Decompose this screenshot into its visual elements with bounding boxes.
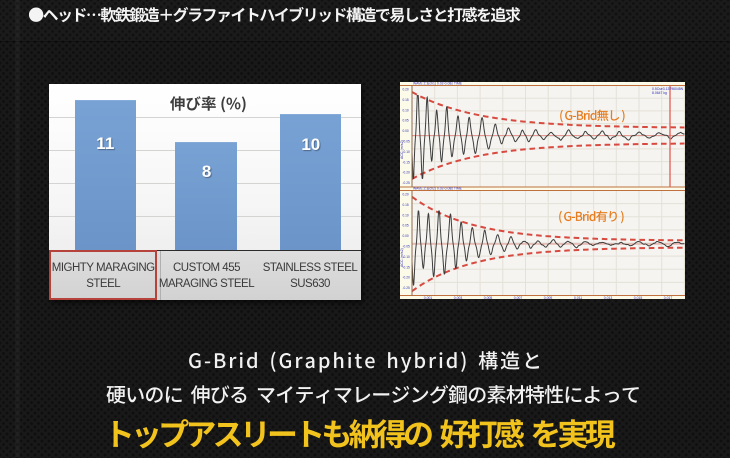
svg-text:0.007: 0.007 [514,296,523,299]
svg-text:8.0647 kg: 8.0647 kg [652,91,667,95]
svg-text:-0.10: -0.10 [403,255,410,259]
svg-text:0.009: 0.009 [544,296,553,299]
svg-text:0.20: 0.20 [403,193,409,197]
svg-text:0.20: 0.20 [403,88,409,92]
svg-text:0.10: 0.10 [403,213,409,217]
svg-text:0.003: 0.003 [454,296,463,299]
svg-text:WAVE 2:3(ch1) 0.02-0.08s TIME: WAVE 2:3(ch1) 0.02-0.08s TIME [413,82,463,86]
svg-text:-0.05: -0.05 [403,245,410,249]
svg-text:0.05: 0.05 [403,224,409,228]
svg-text:-0.25: -0.25 [403,286,410,290]
svg-text:0.015: 0.015 [634,296,643,299]
svg-text:0.011: 0.011 [574,296,582,299]
svg-text:-0.15: -0.15 [403,160,410,164]
svg-text:0.005: 0.005 [484,296,493,299]
svg-text:0.5Cse3.13796045N: 0.5Cse3.13796045N [652,87,684,91]
svg-text:ACC (m/s2): ACC (m/s2) [400,140,404,159]
svg-text:-0.25: -0.25 [403,181,410,185]
svg-text:0.013: 0.013 [604,296,613,299]
svg-text:0.15: 0.15 [403,203,409,207]
svg-text:0.10: 0.10 [403,108,409,112]
svg-text:-0.10: -0.10 [403,150,410,154]
svg-text:0.00: 0.00 [403,129,409,133]
svg-text:0.017: 0.017 [664,296,673,299]
svg-text:0.00: 0.00 [403,234,409,238]
svg-text:0.001: 0.001 [424,296,433,299]
svg-text:ACC (m/s2): ACC (m/s2) [400,248,404,267]
svg-text:0.15: 0.15 [403,98,409,102]
svg-text:-0.20: -0.20 [403,276,410,280]
svg-text:WAVE 2:3(ch2) 0.02-0.08s TIME: WAVE 2:3(ch2) 0.02-0.08s TIME [413,187,463,191]
svg-text:-0.20: -0.20 [403,171,410,175]
svg-text:-0.15: -0.15 [403,265,410,269]
svg-text:-0.05: -0.05 [403,140,410,144]
svg-text:0.05: 0.05 [403,119,409,123]
